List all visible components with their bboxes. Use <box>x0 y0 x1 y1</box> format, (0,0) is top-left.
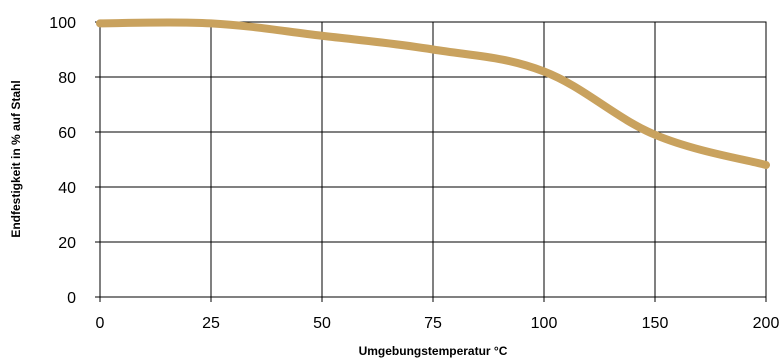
x-tick-label: 200 <box>753 315 780 332</box>
x-tick-label: 100 <box>531 315 558 332</box>
x-tick-label: 150 <box>642 315 669 332</box>
axis-ticks: 0 25 50 75 100 150 200 0 20 40 60 80 100 <box>49 15 779 332</box>
y-tick-label: 100 <box>49 15 76 32</box>
y-axis-title: Endfestigkeit in % auf Stahl <box>9 80 23 237</box>
y-tick-label: 80 <box>58 70 76 87</box>
x-tick-label: 50 <box>313 315 331 332</box>
grid-lines <box>100 22 766 297</box>
y-tick-label: 40 <box>58 180 76 197</box>
x-tick-label: 0 <box>96 315 105 332</box>
y-tick-label: 20 <box>58 235 76 252</box>
x-tick-label: 25 <box>202 315 220 332</box>
y-tick-label: 60 <box>58 125 76 142</box>
y-tick-label: 0 <box>67 290 76 307</box>
x-axis-title: Umgebungstemperatur °C <box>359 344 508 358</box>
x-tick-label: 75 <box>424 315 442 332</box>
